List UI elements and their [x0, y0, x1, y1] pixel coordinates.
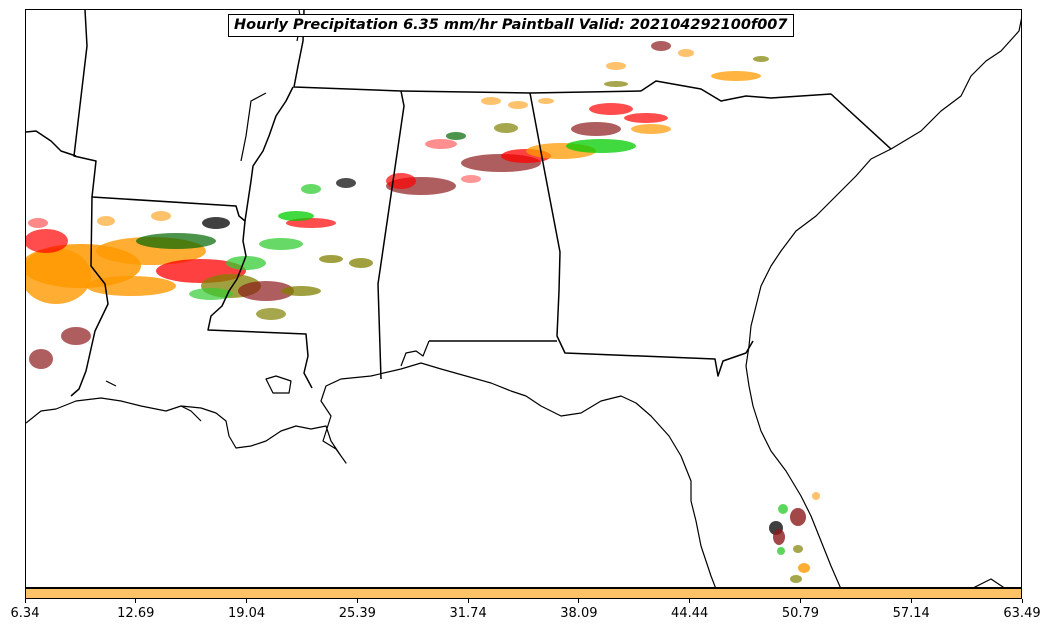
colorbar	[25, 588, 1022, 599]
coastline	[26, 10, 1021, 587]
colorbar-tick-label: 25.39	[338, 606, 376, 621]
colorbar-tick-label: 6.34	[10, 606, 40, 621]
colorbar-tick	[689, 599, 691, 603]
colorbar-tick	[24, 599, 26, 603]
colorbar-tick-label: 50.79	[781, 606, 820, 621]
colorbar-tick-label: 57.14	[892, 606, 930, 621]
map-title: Hourly Precipitation 6.35 mm/hr Paintbal…	[228, 14, 794, 37]
colorbar-tick	[1021, 599, 1023, 603]
colorbar-tick	[799, 599, 801, 603]
precip-paintballs	[26, 41, 820, 583]
map-canvas	[26, 10, 1021, 587]
colorbar-tick-label: 12.69	[117, 606, 155, 621]
colorbar-tick	[578, 599, 580, 603]
colorbar-tick-label: 31.74	[449, 606, 487, 621]
map-panel	[25, 9, 1022, 588]
colorbar-tick-label: 44.44	[671, 606, 709, 621]
colorbar-tick	[910, 599, 912, 603]
colorbar-tick	[356, 599, 358, 603]
colorbar-tick	[467, 599, 469, 603]
colorbar-tick-label: 38.09	[560, 606, 598, 621]
colorbar-tick	[246, 599, 248, 603]
colorbar-tick	[135, 599, 137, 603]
state-boundaries	[26, 10, 892, 397]
colorbar-tick-label: 19.04	[227, 606, 266, 621]
colorbar-tick-label: 63.49	[1003, 606, 1041, 621]
